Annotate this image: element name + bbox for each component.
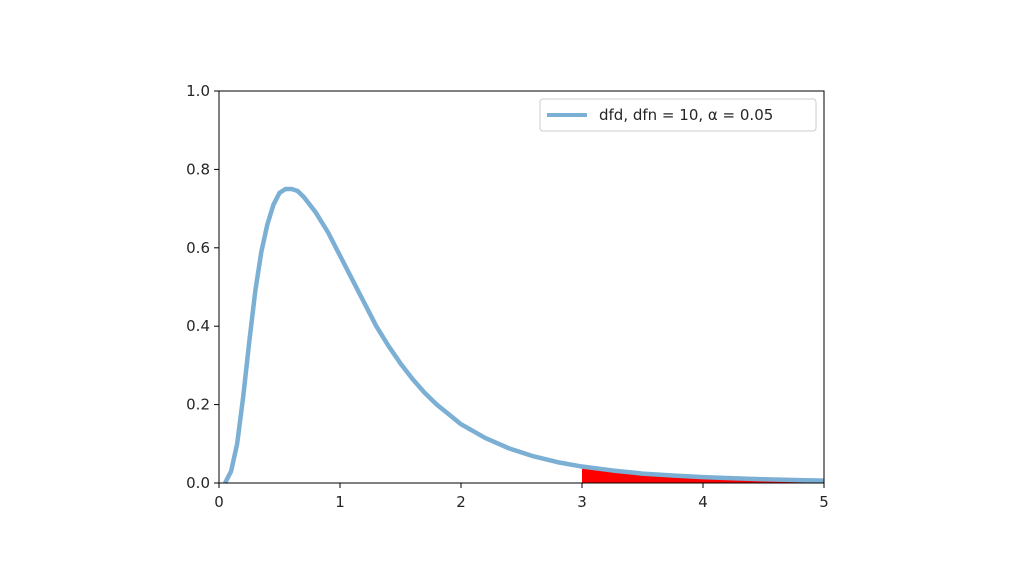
x-tick-label: 5 xyxy=(819,493,829,511)
x-tick-label: 3 xyxy=(577,493,587,511)
legend-label: dfd, dfn = 10, α = 0.05 xyxy=(599,106,773,124)
pdf-series xyxy=(223,186,825,485)
y-tick-label: 1.0 xyxy=(186,82,210,100)
x-tick-label: 4 xyxy=(698,493,708,511)
shaded-rejection-region xyxy=(582,466,824,483)
y-tick-label: 0.6 xyxy=(186,239,210,257)
x-tick-label: 0 xyxy=(214,493,224,511)
x-tick-label: 1 xyxy=(335,493,345,511)
y-axis: 0.0 0.2 0.4 0.6 0.8 1.0 xyxy=(186,82,219,492)
legend-box xyxy=(539,98,817,132)
legend: dfd, dfn = 10, α = 0.05 xyxy=(539,98,817,132)
plot-frame xyxy=(218,90,825,484)
pdf-curve xyxy=(223,186,825,485)
y-tick-label: 0.2 xyxy=(186,396,210,414)
y-tick-label: 0.0 xyxy=(186,474,210,492)
x-tick-label: 2 xyxy=(456,493,466,511)
y-tick-label: 0.4 xyxy=(186,317,210,335)
x-axis: 0 1 2 3 4 5 xyxy=(214,483,829,511)
shaded-area xyxy=(582,466,824,483)
y-tick-label: 0.8 xyxy=(186,160,210,178)
